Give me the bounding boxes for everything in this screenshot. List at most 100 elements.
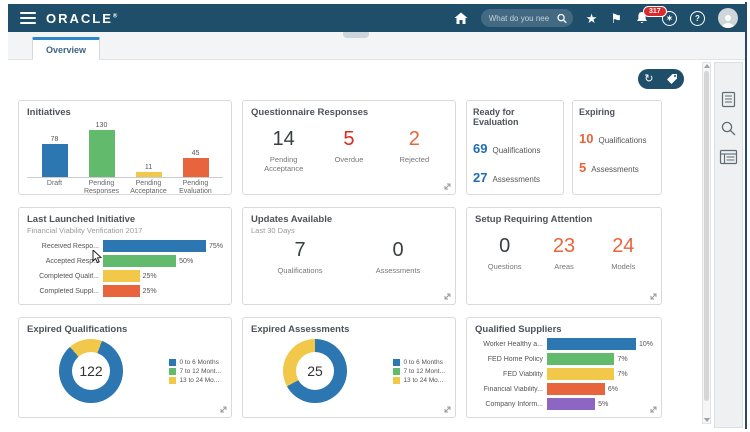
scroll-down-icon[interactable] xyxy=(704,418,710,422)
bar-category-label: Pending Evaluation xyxy=(179,180,212,196)
stat-value[interactable]: 24 xyxy=(612,235,635,257)
hbar-row: Completed Suppl... 25% xyxy=(27,285,223,297)
hbar-bar[interactable] xyxy=(103,270,140,282)
hbar-zone: 50% xyxy=(103,255,223,267)
stat-row[interactable]: 5 Assessments xyxy=(579,160,655,175)
qualified-suppliers-hbar-chart: Worker Healthy a... 10% FED Home Policy 7% F… xyxy=(475,338,653,410)
list-table-icon[interactable] xyxy=(719,149,738,165)
stat-value[interactable]: 0 xyxy=(392,239,404,261)
header-collapse-handle[interactable] xyxy=(343,32,369,38)
stat-row[interactable]: 69 Qualifications xyxy=(473,141,557,156)
expand-icon[interactable] xyxy=(443,405,452,414)
personalize-tag-icon[interactable] xyxy=(666,73,678,85)
stat-row[interactable]: 27 Assessments xyxy=(473,170,557,185)
home-icon[interactable] xyxy=(454,12,468,25)
bar-category-label: Pending Acceptance xyxy=(130,180,167,196)
bar[interactable] xyxy=(182,157,209,177)
app-header: ORACLE® ★ ⚑ 317 ✶ ? xyxy=(8,4,746,32)
stat-value[interactable]: 23 xyxy=(552,235,576,257)
expand-icon[interactable] xyxy=(443,292,452,301)
expiring-rows: 10 Qualifications 5 Assessments xyxy=(579,131,655,175)
stat-item: 5 Overdue xyxy=(316,128,381,173)
updates-stats: 7 Qualifications 0 Assessments xyxy=(251,239,447,275)
expand-icon[interactable] xyxy=(649,292,658,301)
hbar-value-label: 10% xyxy=(638,340,653,348)
bar-chart-plot: 78 130 11 45 xyxy=(27,122,223,178)
hbar-bar[interactable] xyxy=(103,285,140,297)
hbar-zone: 25% xyxy=(103,270,223,282)
stat-value[interactable]: 0 xyxy=(499,235,511,257)
hbar-value-label: 50% xyxy=(179,257,194,265)
notifications-bell-icon[interactable]: 317 xyxy=(635,6,667,25)
hbar-row: Accepted Resp... 50% xyxy=(27,255,223,267)
hbar-zone: 10% xyxy=(547,338,653,350)
donut-ring[interactable]: 25 xyxy=(283,339,347,403)
search-icon[interactable] xyxy=(557,13,567,24)
hbar-row: FED Home Policy 7% xyxy=(475,353,653,365)
hbar-bar[interactable] xyxy=(547,353,615,365)
bar[interactable] xyxy=(135,172,162,177)
watchlist-flag-icon[interactable]: ⚑ xyxy=(610,10,622,26)
stat-row-value: 69 xyxy=(473,141,488,156)
hbar-value-label: 5% xyxy=(598,400,609,408)
setup-stats: 0 Questions 23 Areas 24 Models xyxy=(475,235,653,271)
donut-ring[interactable]: 122 xyxy=(59,339,123,403)
vertical-scrollbar[interactable] xyxy=(702,62,711,424)
scroll-up-icon[interactable] xyxy=(704,64,710,68)
stat-value[interactable]: 7 xyxy=(294,239,306,261)
bar[interactable] xyxy=(88,130,115,177)
expand-icon[interactable] xyxy=(443,182,452,191)
menu-icon[interactable] xyxy=(20,12,36,24)
stat-value[interactable]: 5 xyxy=(343,128,355,150)
hbar-bar[interactable] xyxy=(547,398,596,410)
tab-overview[interactable]: Overview xyxy=(32,37,101,60)
hbar-bar[interactable] xyxy=(547,383,605,395)
favorites-star-icon[interactable]: ★ xyxy=(585,10,598,26)
hbar-bar[interactable] xyxy=(103,240,206,252)
legend-item[interactable]: 0 to 6 Months xyxy=(169,358,221,366)
expand-icon[interactable] xyxy=(219,405,228,414)
stat-value[interactable]: 2 xyxy=(408,128,420,150)
expired-assessments-donut: 25 0 to 6 Months 7 to 12 Mont... 13 to 24 M… xyxy=(251,339,447,403)
search-input[interactable] xyxy=(486,12,557,24)
legend-item[interactable]: 7 to 12 Mont... xyxy=(169,367,221,375)
bar-value-label: 11 xyxy=(144,164,153,172)
legend-item[interactable]: 13 to 24 Mo... xyxy=(393,376,445,384)
hbar-category-label: FED Home Policy xyxy=(487,355,543,363)
expand-icon[interactable] xyxy=(649,405,658,414)
hbar-row: Financial Viability... 6% xyxy=(475,383,653,395)
hbar-bar[interactable] xyxy=(103,255,177,267)
scrollbar-thumb[interactable] xyxy=(704,71,709,401)
hbar-value-label: 25% xyxy=(142,272,157,280)
hbar-value-label: 7% xyxy=(617,355,628,363)
card-title: Questionnaire Responses xyxy=(251,107,369,118)
bar-category-label: Draft xyxy=(46,180,63,187)
stat-label: Questions xyxy=(487,262,522,271)
stat-row-label: Qualifications xyxy=(598,136,647,145)
user-avatar[interactable] xyxy=(718,8,738,28)
legend-item[interactable]: 7 to 12 Mont... xyxy=(393,367,445,375)
hbar-category-label: Completed Qualif... xyxy=(39,272,99,280)
stat-value[interactable]: 14 xyxy=(272,128,295,150)
bar[interactable] xyxy=(41,144,68,177)
report-document-icon[interactable] xyxy=(720,91,737,108)
legend-item[interactable]: 13 to 24 Mo... xyxy=(169,376,221,384)
hbar-value-label: 75% xyxy=(208,242,223,250)
legend-item[interactable]: 0 to 6 Months xyxy=(393,358,445,366)
hbar-row: FED Viability 7% xyxy=(475,368,653,380)
ready-rows: 69 Qualifications 27 Assessments xyxy=(473,141,557,185)
hbar-row: Received Respo... 75% xyxy=(27,240,223,252)
hbar-bar[interactable] xyxy=(547,368,615,380)
card-title: Initiatives xyxy=(27,107,71,118)
card-expired-qualifications: Expired Qualifications 122 0 to 6 Months 7… xyxy=(18,317,232,418)
help-icon[interactable]: ? xyxy=(690,10,705,26)
hbar-bar[interactable] xyxy=(547,338,636,350)
settings-icon[interactable]: ✶ xyxy=(662,10,677,26)
panel-search-icon[interactable] xyxy=(720,120,737,137)
card-title: Ready for Evaluation xyxy=(473,107,519,127)
refresh-icon[interactable]: ↻ xyxy=(644,72,654,85)
card-title: Qualified Suppliers xyxy=(475,324,562,335)
stat-label: Pending Acceptance xyxy=(264,155,304,173)
legend-swatch-icon xyxy=(169,376,177,384)
stat-row[interactable]: 10 Qualifications xyxy=(579,131,655,146)
